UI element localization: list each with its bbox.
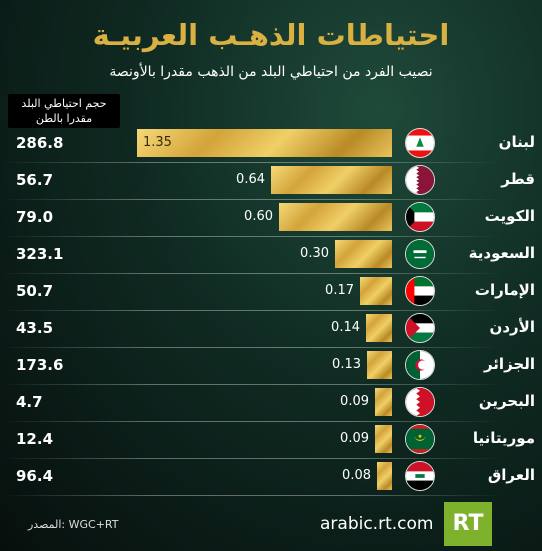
reserves-header-line1: حجم احتياطي البلد: [21, 97, 107, 110]
bar-row: 43.5 0.14 الأردن: [0, 311, 542, 348]
row-separator: [0, 458, 502, 459]
gold-bar: [375, 425, 392, 453]
country-label: الأردن: [489, 318, 535, 336]
rt-logo: RT: [444, 502, 492, 546]
bar-row: 4.7 0.09 البحرين: [0, 385, 542, 422]
bar-value-label: 0.09: [340, 394, 369, 409]
bahrain-flag-icon: [405, 387, 435, 417]
bar-row: 79.0 0.60 الكويت: [0, 200, 542, 237]
bar-value-label: 0.60: [244, 209, 273, 224]
country-label: الإمارات: [474, 281, 535, 299]
bar-row: 12.4 0.09 موريتانيا: [0, 422, 542, 459]
jordan-flag-icon: [405, 313, 435, 343]
country-label: لبنان: [498, 133, 535, 151]
country-label: الكويت: [484, 207, 535, 225]
row-separator: [0, 162, 502, 163]
iraq-flag-icon: [405, 461, 435, 491]
row-separator: [0, 310, 502, 311]
country-label: البحرين: [478, 392, 535, 410]
source-note: المصدر: WGC+RT: [28, 518, 119, 531]
gold-bar: [271, 166, 392, 194]
site-url[interactable]: arabic.rt.com: [320, 514, 434, 534]
bar-row: 96.4 0.08 العراق: [0, 459, 542, 496]
mauritania-flag-icon: [405, 424, 435, 454]
bar-value-label: 0.13: [332, 357, 361, 372]
bar-value-label: 0.08: [342, 468, 371, 483]
reserves-tonnes-value: 286.8: [16, 134, 64, 152]
bar-row: 173.6 0.13 الجزائر: [0, 348, 542, 385]
country-label: العراق: [487, 466, 535, 484]
bar-value-label: 0.30: [300, 246, 329, 261]
gold-bar: [366, 314, 392, 342]
reserves-header-line2: مقدرا بالطن: [35, 112, 93, 125]
bar-value-label: 1.35: [143, 135, 172, 150]
gold-bar: [377, 462, 392, 490]
country-label: قطر: [501, 170, 535, 188]
lebanon-flag-icon: [405, 128, 435, 158]
country-label: السعودية: [468, 244, 535, 262]
reserves-tonnes-value: 56.7: [16, 171, 54, 189]
uae-flag-icon: [405, 276, 435, 306]
gold-bar: [367, 351, 392, 379]
bar-row: 323.1 0.30 السعودية: [0, 237, 542, 274]
row-separator: [0, 273, 502, 274]
reserves-tonnes-value: 323.1: [16, 245, 64, 263]
kuwait-flag-icon: [405, 202, 435, 232]
bar-value-label: 0.14: [331, 320, 360, 335]
gold-bar: [360, 277, 392, 305]
row-separator: [0, 347, 502, 348]
gold-bar: [375, 388, 392, 416]
saudi-flag-icon: [405, 239, 435, 269]
reserves-tonnes-value: 96.4: [16, 467, 54, 485]
bar-row: 50.7 0.17 الإمارات: [0, 274, 542, 311]
bar-value-label: 0.09: [340, 431, 369, 446]
reserves-tonnes-value: 79.0: [16, 208, 54, 226]
bar-row: 286.8 1.35 لبنان: [0, 126, 542, 163]
algeria-flag-icon: [405, 350, 435, 380]
bar-value-label: 0.17: [325, 283, 354, 298]
reserves-tonnes-value: 4.7: [16, 393, 43, 411]
reserves-tonnes-value: 173.6: [16, 356, 64, 374]
country-label: الجزائر: [483, 355, 535, 373]
qatar-flag-icon: [405, 165, 435, 195]
row-separator: [0, 495, 502, 496]
reserves-column-header: حجم احتياطي البلد مقدرا بالطن: [8, 94, 120, 128]
chart-subtitle: نصيب الفرد من احتياطي البلد من الذهب مقد…: [109, 64, 433, 80]
reserves-tonnes-value: 12.4: [16, 430, 54, 448]
country-label: موريتانيا: [472, 429, 535, 447]
row-separator: [0, 199, 502, 200]
gold-bar: [279, 203, 392, 231]
bar-row: 56.7 0.64 قطر: [0, 163, 542, 200]
chart-title: احتياطات الذهـب العربيـة: [92, 18, 450, 52]
row-separator: [0, 421, 502, 422]
gold-bar: [137, 129, 392, 157]
reserves-tonnes-value: 50.7: [16, 282, 54, 300]
gold-bar: [335, 240, 392, 268]
reserves-tonnes-value: 43.5: [16, 319, 54, 337]
row-separator: [0, 236, 502, 237]
bar-value-label: 0.64: [236, 172, 265, 187]
row-separator: [0, 384, 502, 385]
